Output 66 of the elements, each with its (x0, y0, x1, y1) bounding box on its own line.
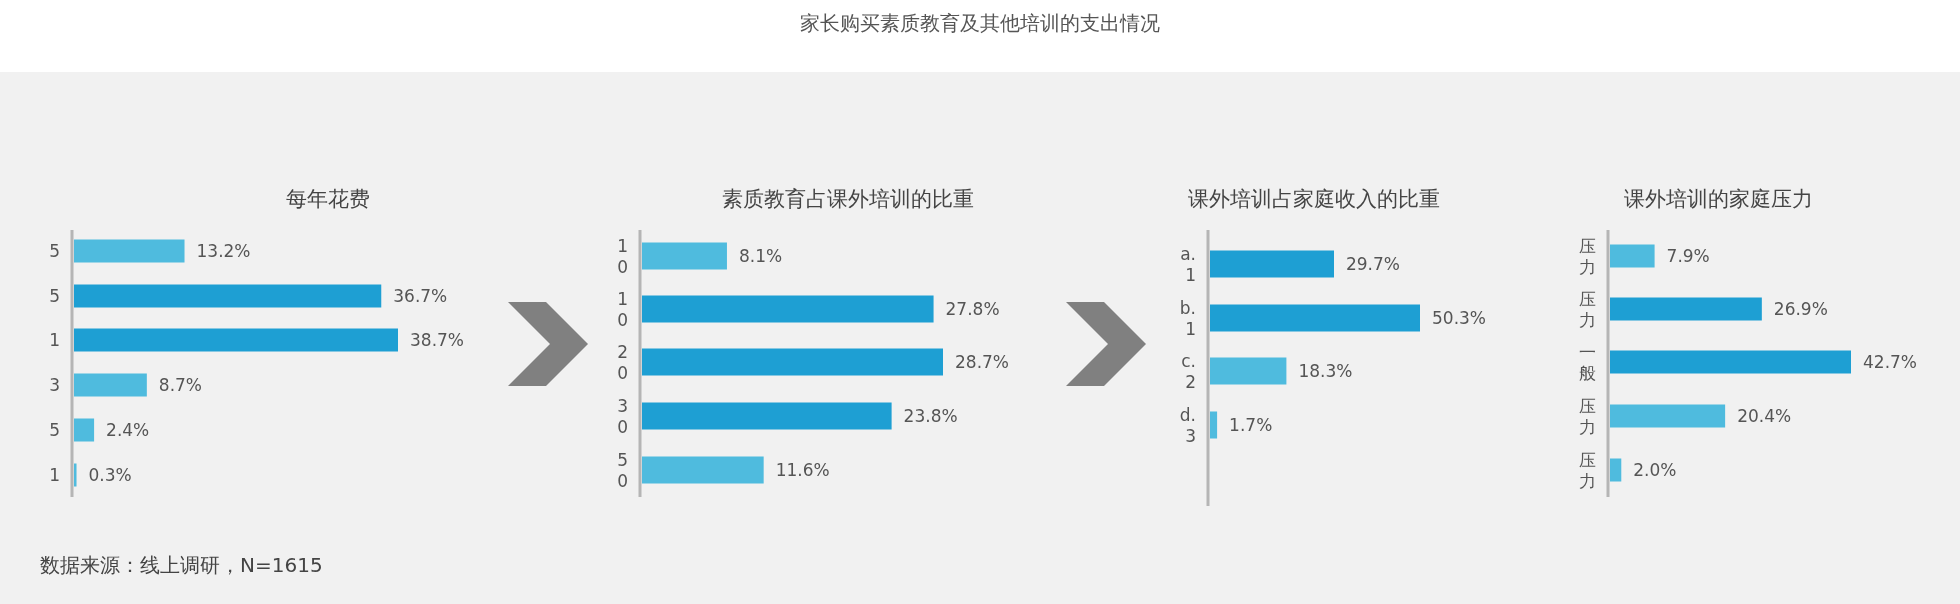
y-tick-label: 50 (617, 449, 628, 491)
bar (74, 418, 95, 442)
chart-title: 课外培训的家庭压力 (1623, 187, 1813, 211)
chart-title: 每年花费 (286, 187, 370, 211)
bar (1210, 304, 1420, 332)
data-label: 26.9% (1773, 299, 1828, 319)
y-tick-label: 5 (49, 420, 60, 440)
y-tick-label: b.1 (1179, 297, 1196, 339)
y-tick-label: 5 (49, 241, 60, 261)
bar (1610, 404, 1726, 428)
y-tick-label: 压力 (1579, 235, 1596, 277)
data-label: 36.7% (393, 286, 448, 306)
data-label: 1.7% (1229, 415, 1273, 435)
data-label: 23.8% (903, 406, 958, 426)
bar (1210, 411, 1218, 439)
bar (642, 295, 934, 323)
y-tick-label: 3 (49, 375, 60, 395)
data-label: 18.3% (1298, 361, 1353, 381)
data-label: 29.7% (1346, 254, 1401, 274)
y-tick-label: d.3 (1179, 404, 1196, 446)
data-label: 0.3% (88, 465, 132, 485)
bar (642, 242, 727, 270)
bar (1610, 244, 1655, 268)
y-tick-label: a.1 (1180, 243, 1196, 285)
y-tick-label: 压力 (1579, 288, 1596, 330)
y-tick-label: 压力 (1579, 449, 1596, 491)
bar (642, 402, 892, 430)
bar (1610, 350, 1851, 374)
y-tick-label: 20 (617, 341, 628, 383)
data-label: 7.9% (1666, 246, 1710, 266)
data-label: 2.4% (106, 420, 150, 440)
bar (74, 328, 398, 352)
source-note: 数据来源：线上调研，N=1615 (40, 553, 323, 577)
data-label: 27.8% (945, 299, 1000, 319)
data-label: 28.7% (955, 352, 1010, 372)
bar (1610, 297, 1762, 321)
bar (1610, 458, 1622, 482)
data-label: 50.3% (1432, 308, 1487, 328)
y-tick-label: 压力 (1579, 395, 1596, 437)
data-label: 20.4% (1737, 406, 1792, 426)
y-tick-label: c.2 (1181, 350, 1196, 392)
y-tick-label: 1 (49, 330, 60, 350)
data-label: 42.7% (1863, 352, 1918, 372)
data-label: 8.1% (738, 246, 783, 266)
y-tick-label: 5 (49, 286, 60, 306)
bar (74, 239, 185, 263)
y-tick-label: 30 (617, 395, 628, 437)
bar (642, 348, 943, 376)
data-label: 38.7% (410, 330, 465, 350)
text: 家长购买素质教育及其他培训的支出情况 (800, 11, 1160, 35)
y-tick-label: 10 (617, 235, 628, 277)
bar (74, 373, 147, 397)
bar (74, 284, 382, 308)
data-label: 11.6% (775, 460, 830, 480)
chart-title: 课外培训占家庭收入的比重 (1188, 187, 1440, 211)
data-label: 2.0% (1633, 460, 1677, 480)
bar (642, 456, 764, 484)
y-tick-label: 10 (617, 288, 628, 330)
bar (1210, 357, 1287, 385)
bar (1210, 250, 1334, 278)
bar (74, 463, 77, 487)
y-tick-label: 一般 (1579, 341, 1596, 383)
chart-title: 素质教育占课外培训的比重 (722, 187, 974, 211)
data-label: 8.7% (158, 375, 203, 395)
y-tick-label: 1 (49, 465, 60, 485)
data-label: 13.2% (196, 241, 251, 261)
